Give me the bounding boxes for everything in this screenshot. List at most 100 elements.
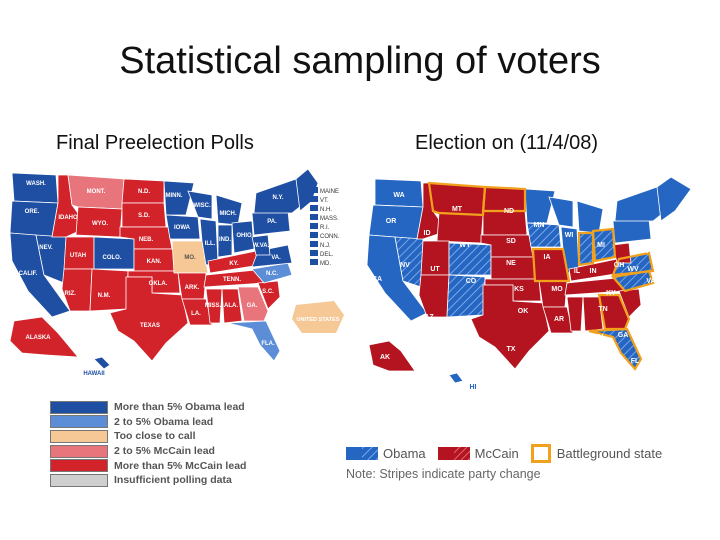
label-hawaii: HAWAII xyxy=(83,371,105,377)
label-pa: PA. xyxy=(267,219,277,225)
result-label-fl: FL xyxy=(631,358,640,365)
result-label-az: AZ xyxy=(424,314,434,321)
state-ms xyxy=(205,288,223,324)
label-ind: IND. xyxy=(219,237,231,243)
label-calif: CALIF. xyxy=(19,271,38,277)
label-nev: NEV. xyxy=(39,245,53,251)
result-label-ut: UT xyxy=(430,266,440,273)
label-wisc: WISC. xyxy=(193,203,211,209)
legend-swatch xyxy=(50,444,108,458)
results-legend: Obama McCain Battleground state Note: St… xyxy=(346,444,714,481)
ne-label-vt: VT. xyxy=(320,198,329,204)
label-nm: N.M. xyxy=(98,293,111,299)
result-label-sd: SD xyxy=(506,238,516,245)
state-sc xyxy=(257,280,281,310)
ne-label-mass: MASS. xyxy=(320,216,339,222)
result-label-mi: MI xyxy=(597,242,605,249)
battleground-swatch xyxy=(530,444,551,463)
result-az xyxy=(418,274,450,318)
label-texas: TEXAS xyxy=(140,323,160,329)
result-pa xyxy=(612,218,652,244)
label-okla: OKLA. xyxy=(149,281,168,287)
state-fl xyxy=(227,320,281,362)
result-label-hi: HI xyxy=(470,384,477,391)
label-tenn: TENN. xyxy=(223,277,241,283)
state-al xyxy=(221,288,243,324)
ne-label-maine: MAINE xyxy=(320,189,339,195)
result-label-ny: NY xyxy=(658,226,668,233)
left-map-labels: WASH. ORE. CALIF. NEV. IDAHO MONT. WYO. … xyxy=(19,181,284,377)
label-neb: NEB. xyxy=(139,237,154,243)
label-nc: N.C. xyxy=(266,271,278,277)
legend-swatch xyxy=(50,415,108,429)
label-va: VA. xyxy=(271,255,281,261)
ne-label-nj: N.J. xyxy=(320,243,331,249)
result-label-mt: MT xyxy=(452,206,463,213)
state-or xyxy=(9,200,59,238)
label-wyo: WYO. xyxy=(92,221,108,227)
label-mont: MONT. xyxy=(87,189,106,195)
state-tx xyxy=(109,276,189,362)
label-alaska: ALASKA xyxy=(26,335,52,341)
label-idaho: IDAHO xyxy=(58,215,78,221)
result-al xyxy=(582,296,604,332)
result-ia xyxy=(526,222,562,248)
label-iowa: IOWA xyxy=(174,225,191,231)
result-label-nv: NV xyxy=(400,262,410,269)
ne-label-conn: CONN. xyxy=(320,234,340,240)
legend-battleground: Battleground state xyxy=(530,444,663,463)
label-ill: ILL. xyxy=(205,241,216,247)
us-inset-label: UNITED STATES xyxy=(297,317,340,323)
result-label-ok: OK xyxy=(518,308,529,315)
result-label-ne: NE xyxy=(506,260,516,267)
label-sc: S.C. xyxy=(262,289,274,295)
state-ny xyxy=(253,178,303,214)
slide-title: Statistical sampling of voters xyxy=(119,40,601,82)
legend-label: 2 to 5% Obama lead xyxy=(114,415,214,428)
legend-label: Insufficient polling data xyxy=(114,474,232,487)
legend-item: 2 to 5% Obama lead xyxy=(50,415,246,430)
result-label-ky: KY xyxy=(606,290,616,297)
state-mn xyxy=(163,180,195,216)
us-inset-shape xyxy=(292,301,344,333)
polls-legend: More than 5% Obama lead 2 to 5% Obama le… xyxy=(50,400,246,488)
result-label-sc: SC xyxy=(640,318,650,325)
legend-label: 2 to 5% McCain lead xyxy=(114,445,215,458)
legend-item: Insufficient polling data xyxy=(50,473,246,488)
legend-item: More than 5% Obama lead xyxy=(50,400,246,415)
result-ak xyxy=(368,340,416,372)
result-label-ks: KS xyxy=(514,286,524,293)
mccain-swatch xyxy=(437,447,470,460)
result-hi xyxy=(448,372,464,384)
state-la xyxy=(181,298,213,326)
label-sd: S.D. xyxy=(138,213,150,219)
label-ore: ORE. xyxy=(25,209,40,215)
result-label-wa: WA xyxy=(393,192,404,199)
legend-label: More than 5% McCain lead xyxy=(114,459,247,472)
label-ny: N.Y. xyxy=(272,195,283,201)
result-label-la: LA xyxy=(556,344,565,351)
state-ga xyxy=(237,286,269,322)
ne-label-del: DEL. xyxy=(320,252,334,258)
label-minn: MINN. xyxy=(166,193,183,199)
result-label-nm: NM xyxy=(460,316,471,323)
state-oh xyxy=(231,220,255,254)
result-label-wy: WY xyxy=(459,242,471,249)
label-ohio: OHIO xyxy=(236,233,252,239)
preelection-polls-map: MAINE VT. N.H. MASS. R.I. CONN. N.J. DEL… xyxy=(9,168,344,377)
state-wa xyxy=(11,172,59,204)
result-label-nd: ND xyxy=(504,208,514,215)
mccain-label: McCain xyxy=(474,446,519,461)
result-wy xyxy=(436,212,484,244)
ne-label-nh: N.H. xyxy=(320,207,332,213)
result-label-mo: MO xyxy=(551,286,563,293)
battleground-label: Battleground state xyxy=(556,446,663,461)
legend-label: Too close to call xyxy=(114,430,196,443)
result-label-co: CO xyxy=(466,278,477,285)
right-map-labels: WA OR CA NV ID MT WY UT CO AZ NM ND SD N… xyxy=(372,192,697,391)
result-wi xyxy=(548,196,574,228)
right-map-subtitle: Election on (11/4/08) xyxy=(415,132,599,154)
legend-item: Too close to call xyxy=(50,429,246,444)
label-ariz: ARIZ. xyxy=(60,291,76,297)
result-label-pa: PA xyxy=(646,248,655,255)
